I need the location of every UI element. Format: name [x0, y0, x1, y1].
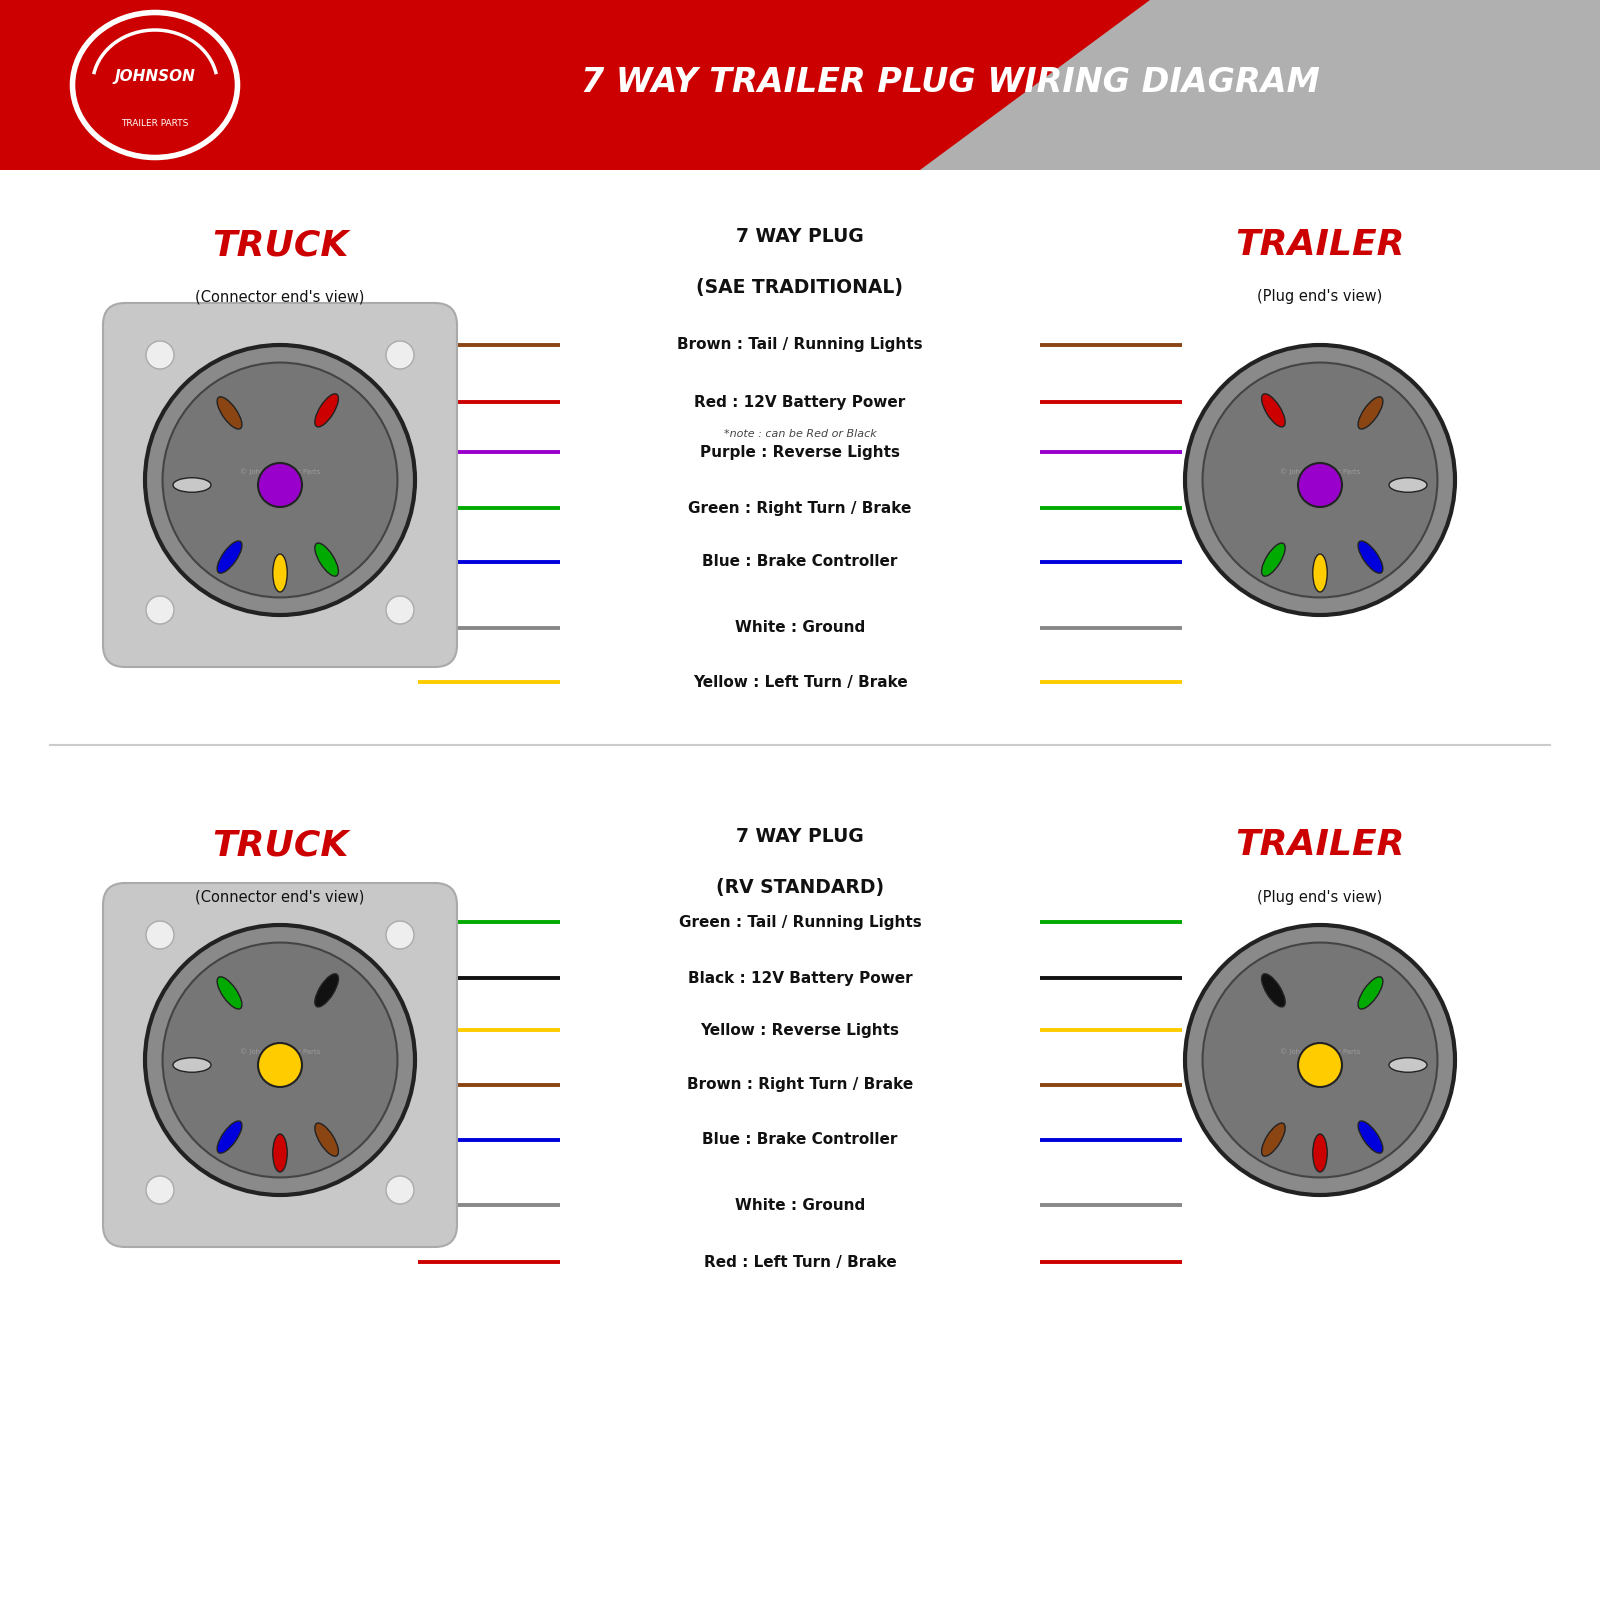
Ellipse shape	[1389, 478, 1427, 493]
Text: Brown : Right Turn / Brake: Brown : Right Turn / Brake	[686, 1077, 914, 1093]
Text: © Johnson Trailer Parts: © Johnson Trailer Parts	[1280, 469, 1360, 475]
Ellipse shape	[1358, 1122, 1382, 1154]
Text: (SAE TRADITIONAL): (SAE TRADITIONAL)	[696, 277, 904, 296]
Text: Red : 12V Battery Power: Red : 12V Battery Power	[694, 395, 906, 410]
Circle shape	[386, 341, 414, 370]
Text: Blue : Brake Controller: Blue : Brake Controller	[702, 555, 898, 570]
Text: TRAILER: TRAILER	[1235, 227, 1405, 262]
FancyBboxPatch shape	[102, 302, 458, 667]
Text: Yellow : Left Turn / Brake: Yellow : Left Turn / Brake	[693, 675, 907, 690]
Text: TRAILER PARTS: TRAILER PARTS	[122, 118, 189, 128]
Ellipse shape	[218, 1122, 242, 1154]
Ellipse shape	[315, 1123, 339, 1157]
Text: TRUCK: TRUCK	[211, 829, 349, 862]
Text: Purple : Reverse Lights: Purple : Reverse Lights	[701, 445, 899, 459]
Ellipse shape	[173, 478, 211, 493]
Circle shape	[146, 925, 414, 1195]
Text: (RV STANDARD): (RV STANDARD)	[715, 877, 885, 896]
Circle shape	[146, 1176, 174, 1203]
Ellipse shape	[173, 1058, 211, 1072]
Text: (Plug end's view): (Plug end's view)	[1258, 290, 1382, 304]
Ellipse shape	[218, 541, 242, 573]
Text: (Plug end's view): (Plug end's view)	[1258, 890, 1382, 904]
Text: Green : Right Turn / Brake: Green : Right Turn / Brake	[688, 501, 912, 515]
Circle shape	[258, 462, 302, 507]
Text: TRAILER: TRAILER	[1235, 829, 1405, 862]
Text: Yellow : Reverse Lights: Yellow : Reverse Lights	[701, 1022, 899, 1037]
Ellipse shape	[1261, 974, 1285, 1006]
Ellipse shape	[1261, 542, 1285, 576]
Circle shape	[163, 363, 397, 597]
Text: *note : can be Red or Black: *note : can be Red or Black	[723, 429, 877, 438]
Ellipse shape	[272, 1134, 288, 1171]
Circle shape	[386, 1176, 414, 1203]
Text: (Connector end's view): (Connector end's view)	[195, 290, 365, 304]
Text: Brown : Tail / Running Lights: Brown : Tail / Running Lights	[677, 338, 923, 352]
Text: © Johnson Trailer Parts: © Johnson Trailer Parts	[240, 1048, 320, 1056]
Circle shape	[386, 922, 414, 949]
Ellipse shape	[1358, 541, 1382, 573]
Text: White : Ground: White : Ground	[734, 621, 866, 635]
Circle shape	[386, 597, 414, 624]
Bar	[0, 0, 1600, 170]
Circle shape	[1203, 942, 1437, 1178]
Polygon shape	[920, 0, 1600, 170]
Circle shape	[1298, 462, 1342, 507]
Text: Green : Tail / Running Lights: Green : Tail / Running Lights	[678, 915, 922, 930]
FancyBboxPatch shape	[102, 883, 458, 1246]
Circle shape	[146, 341, 174, 370]
Ellipse shape	[315, 542, 339, 576]
Text: 7 WAY PLUG: 7 WAY PLUG	[736, 827, 864, 846]
Ellipse shape	[1261, 394, 1285, 427]
Text: Blue : Brake Controller: Blue : Brake Controller	[702, 1133, 898, 1147]
Ellipse shape	[218, 978, 242, 1010]
Circle shape	[1186, 925, 1454, 1195]
Text: JOHNSON: JOHNSON	[115, 69, 195, 85]
Circle shape	[1186, 346, 1454, 614]
Ellipse shape	[1358, 397, 1382, 429]
Circle shape	[163, 942, 397, 1178]
Text: 7 WAY TRAILER PLUG WIRING DIAGRAM: 7 WAY TRAILER PLUG WIRING DIAGRAM	[581, 67, 1320, 99]
Ellipse shape	[315, 974, 339, 1006]
Circle shape	[1298, 1043, 1342, 1086]
Text: Red : Left Turn / Brake: Red : Left Turn / Brake	[704, 1254, 896, 1269]
Text: 7 WAY PLUG: 7 WAY PLUG	[736, 227, 864, 246]
Text: (Connector end's view): (Connector end's view)	[195, 890, 365, 904]
Circle shape	[146, 597, 174, 624]
Text: © Johnson Trailer Parts: © Johnson Trailer Parts	[1280, 1048, 1360, 1056]
Ellipse shape	[1358, 978, 1382, 1010]
Ellipse shape	[272, 554, 288, 592]
Ellipse shape	[1312, 1134, 1328, 1171]
Circle shape	[146, 922, 174, 949]
Ellipse shape	[1389, 1058, 1427, 1072]
Ellipse shape	[1261, 1123, 1285, 1157]
Text: White : Ground: White : Ground	[734, 1197, 866, 1213]
Ellipse shape	[218, 397, 242, 429]
Circle shape	[146, 346, 414, 614]
Ellipse shape	[315, 394, 339, 427]
Circle shape	[1203, 363, 1437, 597]
Circle shape	[258, 1043, 302, 1086]
Ellipse shape	[1312, 554, 1328, 592]
Text: Black : 12V Battery Power: Black : 12V Battery Power	[688, 971, 912, 986]
Text: © Johnson Trailer Parts: © Johnson Trailer Parts	[240, 469, 320, 475]
Text: TRUCK: TRUCK	[211, 227, 349, 262]
